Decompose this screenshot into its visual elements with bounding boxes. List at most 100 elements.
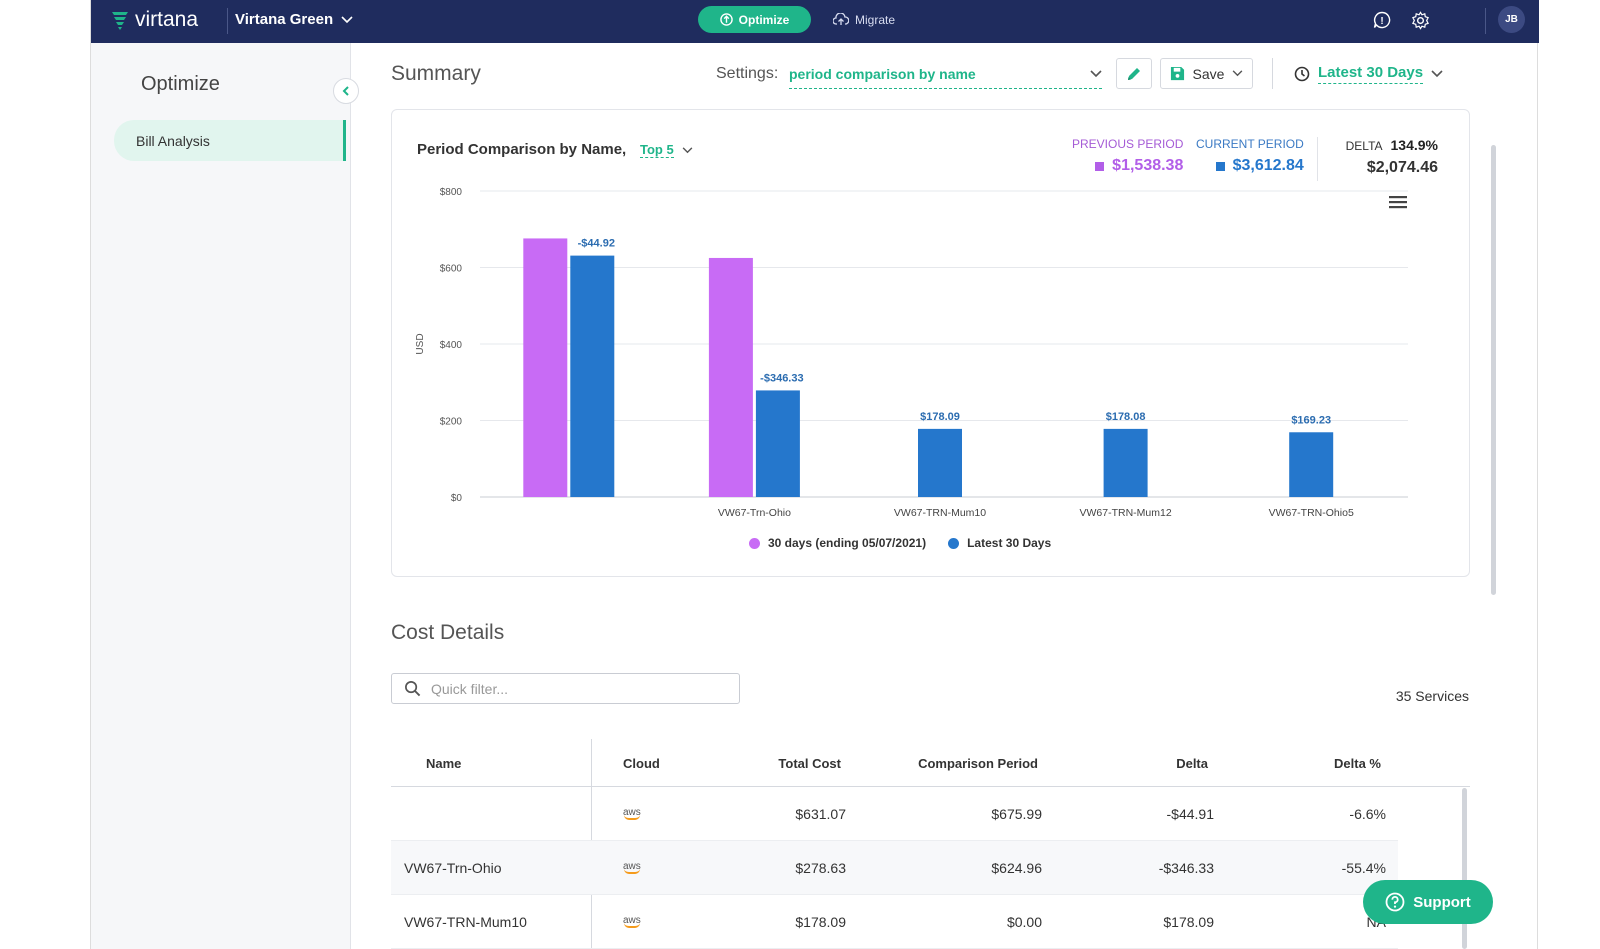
y-tick-label: $200 xyxy=(440,417,463,428)
org-selector[interactable]: Virtana Green xyxy=(235,11,353,28)
cell-total-cost: $178.09 xyxy=(795,914,846,930)
cell-cloud: aws xyxy=(623,787,641,841)
cost-details-title: Cost Details xyxy=(391,621,505,644)
cloud-upload-icon xyxy=(833,13,849,25)
search-icon xyxy=(405,681,421,697)
cell-total-cost: $631.07 xyxy=(795,806,846,822)
chevron-down-icon xyxy=(1090,69,1102,77)
settings-value: period comparison by name xyxy=(789,65,976,82)
column-header-delta[interactable]: Delta xyxy=(1176,755,1208,771)
optimize-icon xyxy=(719,13,733,26)
current-swatch xyxy=(1215,161,1225,171)
x-tick-label: VW67-Trn-Ohio xyxy=(718,507,791,519)
cell-delta-percent: -6.6% xyxy=(1349,806,1386,822)
edit-settings-button[interactable] xyxy=(1116,58,1152,89)
table-header: Name Cloud Total Cost Comparison Period … xyxy=(391,739,1470,787)
data-label: -$346.33 xyxy=(760,372,803,384)
column-header-cloud[interactable]: Cloud xyxy=(623,755,660,771)
period-select[interactable]: Latest 30 Days xyxy=(1294,64,1443,84)
quick-filter-input[interactable] xyxy=(431,680,721,697)
column-header-comparison-period[interactable]: Comparison Period xyxy=(918,755,1038,771)
legend-item-previous[interactable]: 30 days (ending 05/07/2021) xyxy=(749,536,926,550)
cell-delta-percent: -55.4% xyxy=(1341,860,1386,876)
current-period-label: CURRENT PERIOD xyxy=(1196,137,1304,151)
brand-name: virtana xyxy=(135,8,199,31)
table-scrollbar[interactable] xyxy=(1462,788,1467,949)
bar-previous xyxy=(708,257,753,497)
support-button[interactable]: Support xyxy=(1363,880,1493,924)
quick-filter[interactable] xyxy=(391,673,740,704)
previous-period-summary: PREVIOUS PERIOD $1,538.38 xyxy=(1072,137,1183,175)
table-row[interactable]: VW67-TRN-Mum10 aws $178.09 $0.00 $178.09… xyxy=(391,895,1398,949)
top-n-select[interactable]: Top 5 xyxy=(640,142,693,158)
chevron-down-icon xyxy=(341,15,353,23)
save-label: Save xyxy=(1192,65,1225,82)
current-period-value: $3,612.84 xyxy=(1232,157,1304,174)
help-circle-icon xyxy=(1385,892,1405,912)
x-tick-label: VW67-TRN-Mum12 xyxy=(1080,507,1172,519)
previous-period-label: PREVIOUS PERIOD xyxy=(1072,137,1184,151)
chevron-down-icon xyxy=(1431,70,1443,78)
legend-item-current[interactable]: Latest 30 Days xyxy=(948,536,1051,550)
sidebar-collapse-button[interactable] xyxy=(333,78,359,104)
x-tick-label: VW67-TRN-Mum10 xyxy=(894,507,986,519)
bar-current xyxy=(918,428,962,497)
data-label: $178.08 xyxy=(1106,411,1146,423)
cell-name: VW67-Trn-Ohio xyxy=(404,860,502,876)
chart-menu-icon[interactable] xyxy=(1388,194,1408,210)
chevron-down-icon xyxy=(682,146,693,153)
settings-select[interactable]: period comparison by name xyxy=(789,63,1102,89)
y-tick-label: $800 xyxy=(440,187,463,198)
bar-current xyxy=(570,255,615,497)
chart-card: Period Comparison by Name, Top 5 PREVIOU… xyxy=(391,109,1470,577)
brand-logo[interactable]: virtana xyxy=(111,8,198,32)
y-tick-label: $600 xyxy=(440,264,463,275)
column-header-name[interactable]: Name xyxy=(426,755,462,771)
divider xyxy=(1485,8,1486,34)
app-frame: virtana Virtana Green Optimize Migrate !… xyxy=(90,0,1539,949)
previous-period-value: $1,538.38 xyxy=(1112,157,1184,174)
nav-optimize-label: Optimize xyxy=(738,12,790,27)
aws-logo-icon: aws xyxy=(623,862,641,874)
data-label: $169.23 xyxy=(1291,414,1331,426)
cell-cloud: aws xyxy=(623,841,641,895)
bar-current xyxy=(1289,432,1334,497)
table-row[interactable]: VW67-Trn-Ohio aws $278.63 $624.96 -$346.… xyxy=(391,841,1398,895)
pencil-icon xyxy=(1128,67,1140,80)
top-bar: virtana Virtana Green Optimize Migrate !… xyxy=(91,0,1539,43)
previous-swatch xyxy=(1095,161,1105,171)
delta-summary: DELTA 134.9% $2,074.46 xyxy=(1342,137,1438,177)
sidebar-item-bill-analysis[interactable]: Bill Analysis xyxy=(114,120,346,161)
sidebar-title: Optimize xyxy=(141,73,220,95)
cell-comparison: $675.99 xyxy=(991,806,1042,822)
cell-delta: $178.09 xyxy=(1163,914,1214,930)
gear-icon[interactable] xyxy=(1409,9,1431,31)
save-button[interactable]: Save xyxy=(1160,58,1253,89)
y-tick-label: $0 xyxy=(451,493,463,504)
service-count: 35 Services xyxy=(1395,688,1469,704)
sidebar: Optimize Bill Analysis xyxy=(91,43,359,949)
nav-migrate[interactable]: Migrate xyxy=(833,6,895,33)
cell-name: VW67-TRN-Mum10 xyxy=(404,914,527,930)
cell-delta: -$44.91 xyxy=(1166,806,1214,822)
table-row[interactable]: aws $631.07 $675.99 -$44.91 -6.6% xyxy=(391,787,1398,841)
svg-text:!: ! xyxy=(1380,16,1383,27)
cell-cloud: aws xyxy=(623,895,641,949)
cell-comparison: $0.00 xyxy=(1006,914,1042,930)
current-period-summary: CURRENT PERIOD $3,612.84 xyxy=(1196,137,1304,175)
aws-logo-icon: aws xyxy=(623,916,641,928)
y-axis-label: USD xyxy=(415,333,426,354)
delta-value: $2,074.46 xyxy=(1366,159,1438,176)
page-scrollbar[interactable] xyxy=(1491,145,1496,595)
virtana-logo-icon xyxy=(112,12,128,30)
nav-optimize[interactable]: Optimize xyxy=(698,6,811,33)
help-chat-icon[interactable]: ! xyxy=(1371,9,1393,31)
column-header-total-cost[interactable]: Total Cost xyxy=(778,755,841,771)
legend-dot xyxy=(749,537,760,549)
chart-title: Period Comparison by Name, xyxy=(417,141,627,158)
column-header-delta-percent[interactable]: Delta % xyxy=(1334,755,1381,771)
user-avatar[interactable]: JB xyxy=(1498,6,1525,33)
cloud-text: aws xyxy=(623,861,641,872)
nav-migrate-label: Migrate xyxy=(855,12,896,27)
current-period-value-row: $3,612.84 xyxy=(1196,157,1304,175)
